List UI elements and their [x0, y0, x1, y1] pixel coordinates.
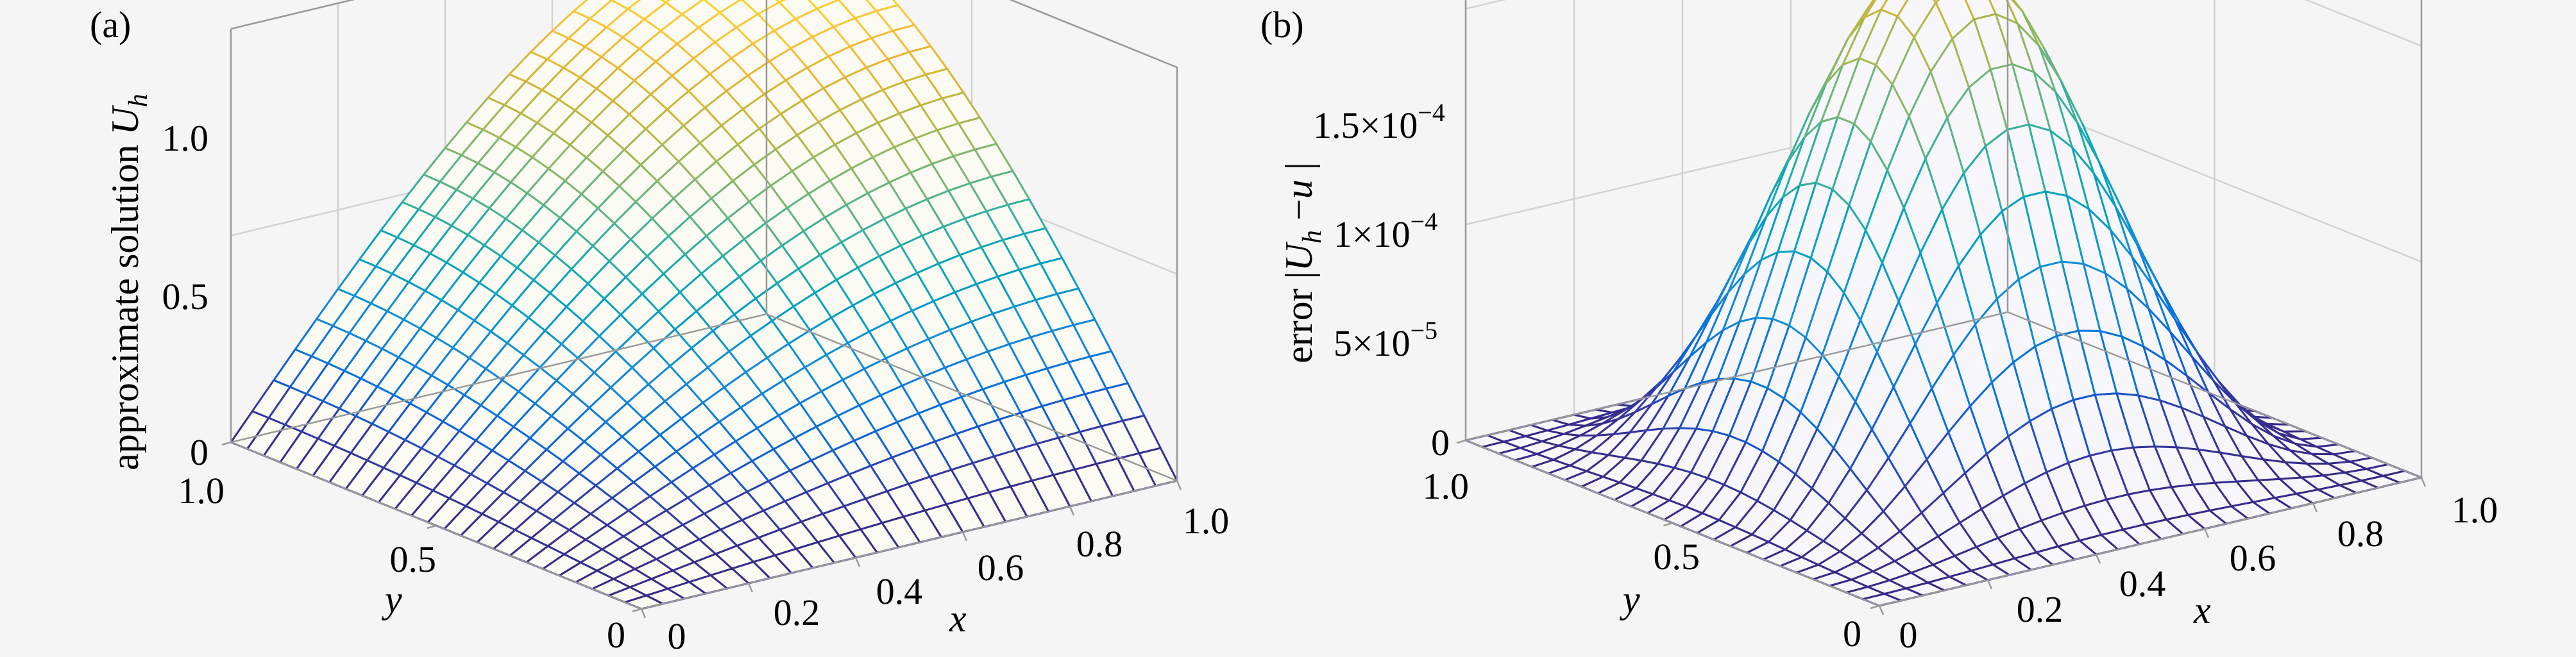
panel-b-xlabel: x	[2193, 589, 2211, 631]
panel-b-ztick: 1×10−4	[1334, 207, 1437, 255]
panel-a-xtick: 0.4	[876, 570, 923, 612]
panel-a-xlabel: x	[949, 597, 967, 640]
panel-b-ztick: 0	[1431, 422, 1450, 463]
panel-b-surface-cell	[1880, 0, 1909, 17]
panel-a-ztick: 1.0	[162, 117, 209, 159]
panel-b-label: (b)	[1260, 4, 1304, 46]
panel-b-xtick: 0.2	[2017, 588, 2063, 630]
panel-a-xtick: 0.6	[978, 547, 1024, 588]
panel-a-ytick: 0.5	[390, 538, 437, 580]
panel-b-surface	[1464, 0, 2423, 607]
panel-b-ztick: 1.5×10−4	[1313, 98, 1445, 146]
panel-a-xtick: 0.8	[1076, 523, 1123, 565]
panel-a-xtick: 1.0	[1183, 500, 1230, 542]
panel-b-xtick: 1.0	[2452, 489, 2498, 531]
panel-b-xtick: 0	[1899, 614, 1918, 656]
panel-b-ylabel: y	[1619, 578, 1640, 620]
panel-b-zlabel: error |Uh −u |	[1278, 162, 1327, 363]
panel-a-xtick: 0.2	[774, 592, 820, 633]
panel-a-xtick: 0	[668, 615, 686, 657]
panel-a-surface-cell	[610, 0, 641, 10]
panel-a: (a) 1.0 0.5 0 approximate solution Uh 1.…	[90, 0, 1229, 657]
panel-b-ztick: 5×10−5	[1334, 316, 1437, 364]
panel-a-label: (a)	[90, 4, 131, 46]
panel-a-ztick: 0.5	[162, 276, 209, 317]
panel-a-axes-box	[221, 0, 1182, 619]
panel-a-ytick: 1.0	[178, 470, 225, 511]
panel-b-surface-cell	[1863, 0, 1888, 19]
panel-b-xtick: 0.6	[2230, 537, 2276, 579]
panel-b-xtick: 0.4	[2119, 563, 2166, 604]
panel-b-ytick: 0.5	[1654, 536, 1700, 578]
panel-a-ytick: 0	[607, 614, 625, 656]
panel-b-ytick: 1.0	[1423, 465, 1470, 507]
panel-b-axes-box	[1456, 0, 2427, 615]
panel-a-ylabel: y	[381, 578, 402, 620]
panel-a-ztick: 0	[190, 431, 208, 473]
panel-b-xtick: 0.8	[2337, 513, 2384, 554]
panel-b: (b) 1.5×10−4 1×10−4 5×10−5 0 error |Uh −…	[1260, 0, 2498, 656]
panel-a-surface	[230, 0, 1178, 610]
panel-b-ytick: 0	[1843, 613, 1861, 654]
panel-a-zlabel: approximate solution Uh	[104, 94, 153, 470]
